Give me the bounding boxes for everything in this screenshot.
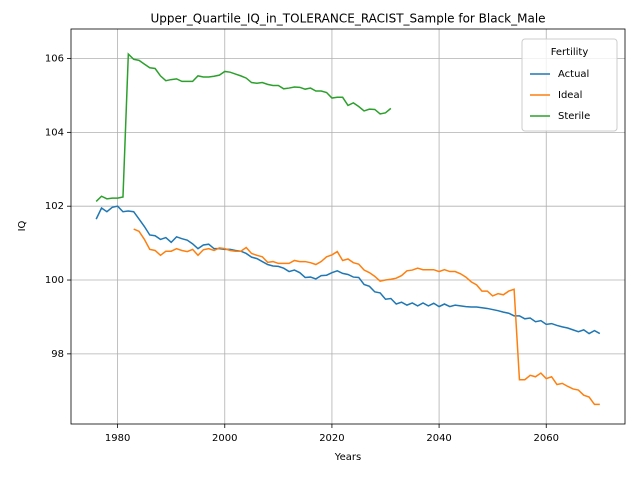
legend-title: Fertility	[551, 47, 589, 58]
x-tick-label: 2000	[212, 433, 237, 444]
x-tick-label: 2020	[319, 433, 344, 444]
y-tick-label: 106	[45, 54, 64, 65]
plot-frame	[70, 28, 626, 425]
y-tick-label: 98	[51, 349, 64, 360]
series-line	[95, 205, 601, 335]
series-line	[95, 52, 392, 202]
y-tick-label: 100	[45, 275, 64, 286]
y-tick-label: 102	[45, 201, 64, 212]
x-tick-label: 2040	[426, 433, 451, 444]
chart-title: Upper_Quartile_IQ_in_TOLERANCE_RACIST_Sa…	[150, 12, 545, 26]
legend: Fertility Actual Ideal Sterile	[521, 38, 618, 132]
series-line	[133, 228, 600, 406]
legend-label: Ideal	[558, 90, 582, 101]
legend-box	[521, 38, 618, 132]
x-tick-label: 1980	[105, 433, 130, 444]
legend-label: Sterile	[558, 111, 590, 122]
x-axis-label: Years	[334, 452, 361, 463]
y-tick-label: 104	[45, 127, 64, 138]
x-tick-label: 2060	[534, 433, 559, 444]
legend-label: Actual	[558, 69, 589, 80]
y-axis-label: IQ	[17, 220, 28, 231]
